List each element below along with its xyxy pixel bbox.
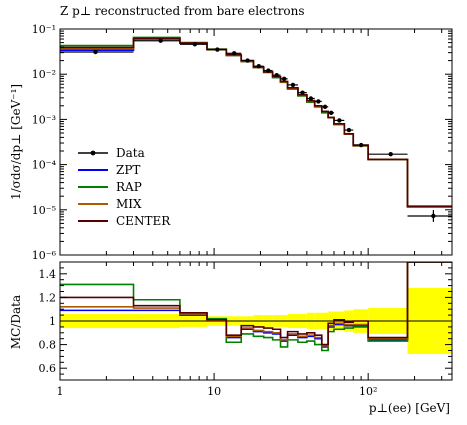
data-point: [215, 47, 220, 52]
chart-title: Z p⊥ reconstructed from bare electrons: [60, 4, 305, 18]
ratio-y-tick-label: 1: [49, 315, 56, 328]
ratio-plot-panel: 1 10 10² 0.6 0.8 1 1.2 1.4 MC/Data p⊥(ee) [GeV]: [9, 261, 453, 415]
legend-marker: [90, 150, 96, 156]
legend-entry-center: CENTER: [78, 214, 171, 228]
ratio-y-tick-label: 0.8: [39, 339, 57, 352]
y-tick-label: 10⁻⁵: [32, 204, 56, 217]
data-point: [281, 76, 287, 82]
data-point: [300, 90, 305, 95]
y-tick-label: 10⁻²: [32, 68, 56, 81]
ratio-y-axis-label: MC/Data: [9, 295, 23, 349]
y-tick-label: 10⁻¹: [32, 23, 56, 36]
x-tick-label: 10²: [359, 385, 377, 398]
legend-entry-mix: MIX: [78, 197, 142, 211]
data-point: [328, 110, 334, 115]
legend-label: MIX: [116, 197, 142, 211]
data-point: [266, 68, 271, 73]
data-point: [274, 73, 279, 78]
legend-label: CENTER: [116, 214, 171, 228]
data-point: [308, 96, 314, 101]
main-plot-frame: [59, 28, 453, 256]
x-tick-label: 1: [57, 385, 64, 398]
y-tick-label: 10⁻⁶: [32, 249, 57, 262]
data-point: [358, 142, 364, 148]
y-tick-label: 10⁻⁴: [32, 159, 57, 172]
ratio-series-center: [60, 262, 452, 346]
legend-entry-data: Data: [78, 146, 145, 160]
legend-entry-rap: RAP: [78, 180, 142, 194]
legend-entry-zpt: ZPT: [78, 163, 140, 177]
y-tick-label: 10⁻³: [32, 113, 56, 126]
data-point: [316, 99, 321, 104]
ratio-y-tick-label: 0.6: [39, 362, 57, 375]
data-point: [231, 51, 237, 56]
ratio-y-tick-label: 1.2: [39, 291, 57, 304]
x-tick-label: 10: [207, 385, 221, 398]
data-point: [346, 127, 352, 133]
legend-label: ZPT: [116, 163, 140, 177]
data-point: [337, 118, 342, 123]
main-plot-panel: 10⁻⁶ 10⁻⁵ 10⁻⁴ 10⁻³ 10⁻² 10⁻¹ 1/σdσ/dp⊥ [GeV⁻…: [9, 23, 453, 262]
legend-label: RAP: [116, 180, 142, 194]
ratio-series-rap: [60, 262, 452, 352]
ratio-y-tick-label: 1.4: [39, 268, 57, 281]
data-point: [322, 104, 328, 110]
data-point: [245, 58, 250, 63]
main-y-axis-label: 1/σdσ/dp⊥ [GeV⁻¹]: [9, 84, 23, 200]
data-point: [290, 82, 296, 88]
data-point: [93, 49, 98, 55]
data-point: [256, 64, 261, 69]
data-point: [158, 38, 163, 43]
data-point: [388, 151, 393, 157]
x-axis-label: p⊥(ee) [GeV]: [369, 401, 450, 415]
data-point: [192, 42, 198, 47]
legend-label: Data: [116, 146, 145, 160]
legend: Data ZPT RAP MIX CENTER: [78, 146, 171, 228]
ratio-series-zpt: [60, 262, 452, 348]
